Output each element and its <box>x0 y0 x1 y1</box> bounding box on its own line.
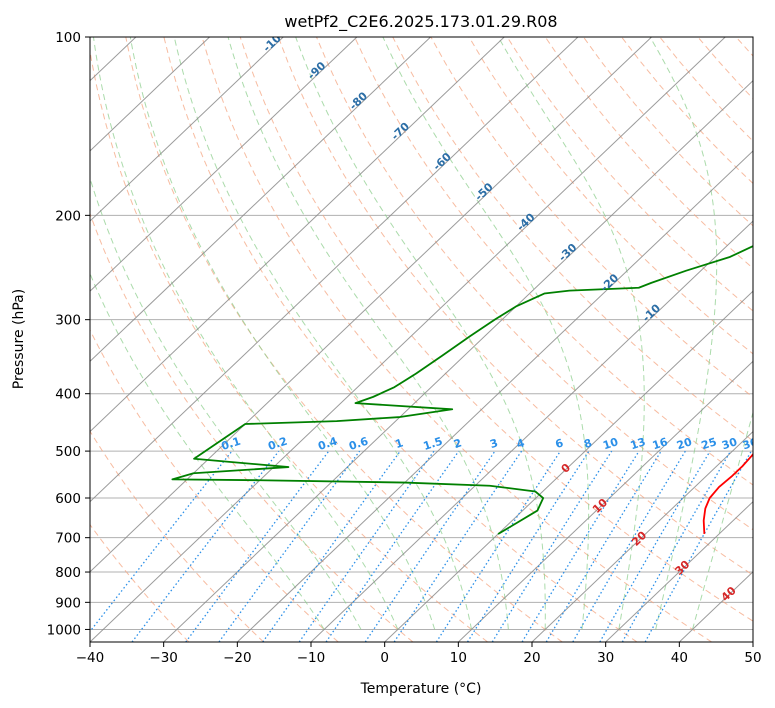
x-tick-label: −20 <box>223 650 252 666</box>
dry-adiabat-line <box>430 37 753 398</box>
temperature-profile-line <box>702 452 753 535</box>
isotherm-line <box>163 80 753 642</box>
mixing-ratio-value-label: 20 <box>675 435 694 452</box>
dry-adiabat-line <box>90 329 339 642</box>
dry-adiabat-line <box>354 37 753 486</box>
moist-adiabat-line <box>382 37 590 630</box>
y-tick-label: 100 <box>55 30 81 46</box>
x-tick-label: 10 <box>450 650 467 666</box>
mixing-ratio-line <box>393 450 523 642</box>
isotherm-line <box>90 37 652 573</box>
mixing-ratio-value-label: 1.5 <box>422 435 445 453</box>
x-tick-label: 50 <box>744 650 761 666</box>
moist-adiabat-line <box>129 37 436 630</box>
dry-adiabat-line <box>277 37 753 576</box>
y-tick-label: 1000 <box>47 622 81 638</box>
moist-adiabat-line <box>92 37 399 630</box>
x-tick-label: −10 <box>297 650 326 666</box>
dry-adiabat-line <box>468 37 753 355</box>
y-tick-label: 500 <box>55 444 81 460</box>
mixing-ratio-value-label: 36 <box>741 435 760 452</box>
mixing-ratio-line <box>466 450 590 642</box>
y-tick-label: 600 <box>55 491 81 507</box>
isotherm-line <box>384 290 753 642</box>
isotherm-line <box>90 37 284 222</box>
y-tick-label: 900 <box>55 595 81 611</box>
isotherm-line <box>90 37 210 152</box>
mixing-ratio-value-label: 30 <box>720 435 739 452</box>
mixing-ratio-line <box>262 450 401 642</box>
isotherm-line <box>531 430 753 642</box>
moist-adiabat-line <box>692 410 753 630</box>
dry-adiabat-line <box>201 37 713 642</box>
moist-adiabat-line <box>90 272 325 630</box>
mixing-ratio-value-label: 2 <box>452 436 463 451</box>
moist-adiabat-line <box>649 37 718 630</box>
dewpoint-profile-line <box>171 245 753 535</box>
mixing-ratio-line <box>185 450 330 642</box>
mixing-ratio-value-label: 16 <box>651 435 670 452</box>
dry-adiabat-line <box>90 48 488 642</box>
mixing-ratio-value-label: 6 <box>554 436 566 451</box>
mixing-ratio-value-label: 10 <box>601 435 620 452</box>
mixing-ratio-value-label: 3 <box>488 436 499 451</box>
mixing-ratio-value-label: 13 <box>629 435 648 452</box>
mixing-ratio-line <box>218 450 361 642</box>
isotherm-line <box>236 150 753 642</box>
isotherm-line <box>90 37 431 363</box>
dry-adiabat-line <box>239 37 753 622</box>
isotherm-line <box>90 37 726 642</box>
mixing-ratio-value-label: 8 <box>582 436 593 451</box>
x-tick-label: 20 <box>523 650 540 666</box>
moist-adiabat-line <box>497 37 645 630</box>
dry-adiabat-line <box>316 37 753 531</box>
dry-adiabat-line <box>125 37 563 642</box>
x-axis-label: Temperature (°C) <box>360 681 482 697</box>
plot-frame <box>89 36 754 643</box>
chart-title: wetPf2_C2E6.2025.173.01.29.R08 <box>284 12 557 32</box>
y-tick-label: 700 <box>55 531 81 547</box>
plot-area: -100-90-80-70-60-50-40-30-20-100.1 0.2 0.4… <box>90 37 760 642</box>
isotherm-line <box>90 37 505 433</box>
mixing-ratio-value-label: 4 <box>515 436 527 451</box>
mixing-ratio-line <box>325 450 460 642</box>
mixing-ratio-line <box>435 450 561 642</box>
mixing-ratio-line <box>621 450 732 642</box>
mixing-ratio-value-label: 0.4 <box>316 434 339 452</box>
isotherm-line <box>310 220 753 642</box>
mixing-ratio-value-label: 0.2 <box>266 435 289 453</box>
mixing-ratio-value-label: 25 <box>700 435 719 452</box>
x-tick-label: 30 <box>597 650 614 666</box>
mixing-ratio-value-label: 1 <box>394 436 405 451</box>
isotherm-line <box>90 37 579 503</box>
x-tick-label: −40 <box>76 650 105 666</box>
dry-adiabat-line <box>163 37 638 642</box>
mixing-ratio-value-label: 0.1 <box>220 435 243 453</box>
moist-adiabat-line <box>295 37 546 630</box>
mixing-ratio-line <box>644 450 752 642</box>
x-tick-label: 0 <box>380 650 389 666</box>
y-tick-label: 400 <box>55 387 81 403</box>
mixing-ratio-line <box>521 450 640 642</box>
y-tick-label: 800 <box>55 565 81 581</box>
y-tick-label: 300 <box>55 313 81 329</box>
mixing-ratio-value-label: 0.6 <box>347 434 370 452</box>
isotherm-line <box>605 500 753 642</box>
tick-layer: −40 −30 −20 −10 0 10 20 30 40 5010020030040050060… <box>47 30 762 666</box>
isotherm-line <box>457 360 753 642</box>
dry-adiabat-line <box>392 37 753 442</box>
dry-adiabat-line <box>506 37 753 312</box>
x-tick-label: −30 <box>149 650 178 666</box>
moist-adiabat-line <box>227 37 509 630</box>
y-axis-label: Pressure (hPa) <box>11 289 27 389</box>
x-tick-label: 40 <box>671 650 688 666</box>
mixing-ratio-line <box>298 450 435 642</box>
moist-adiabat-line <box>173 37 473 630</box>
isotherm-line <box>90 37 358 292</box>
y-tick-label: 200 <box>55 208 81 224</box>
mixing-ratio-line <box>364 450 496 642</box>
